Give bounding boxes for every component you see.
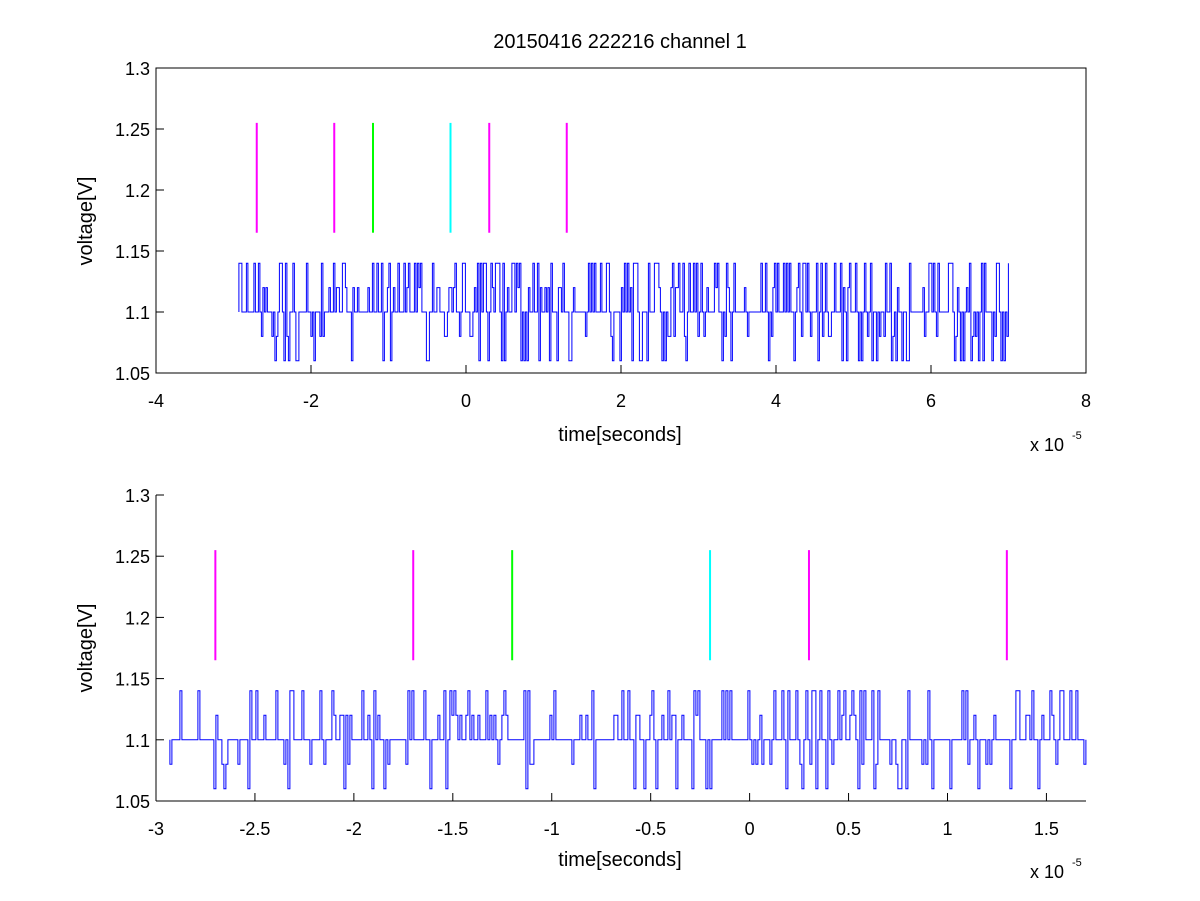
y-tick-label: 1.3 [125,486,150,506]
y-tick-label: 1.05 [115,364,150,384]
bottom-event-markers [214,550,1008,661]
y-tick-label: 1.3 [125,59,150,79]
top-event-markers [255,122,568,233]
top-voltage-trace [238,262,1009,362]
y-tick-label: 1.15 [115,242,150,262]
y-tick-label: 1.1 [125,303,150,323]
x-tick-label: 0 [745,819,755,839]
bottom-ticks: -3 -2.5 -2 -1.5 -1 -0.5 0 0.5 1 1.5 1.05 1.1 1.15 1.2… [115,486,1059,839]
y-tick-label: 1.25 [115,120,150,140]
x-tick-label: -1 [544,819,560,839]
x-tick-label: 2 [616,391,626,411]
x-tick-label: 0 [461,391,471,411]
x-tick-label: -1.5 [437,819,468,839]
bottom-x-multiplier: x 10 [1030,862,1064,882]
x-tick-label: 0.5 [836,819,861,839]
x-tick-label: 6 [926,391,936,411]
top-x-multiplier-exponent: -5 [1072,430,1082,442]
x-tick-label: 1 [942,819,952,839]
y-tick-label: 1.2 [125,181,150,201]
y-tick-label: 1.25 [115,547,150,567]
x-tick-label: 1.5 [1034,819,1059,839]
x-tick-label: 8 [1081,391,1091,411]
bottom-voltage-trace [169,690,1087,790]
top-x-multiplier: x 10 [1030,435,1064,455]
y-tick-label: 1.2 [125,608,150,628]
chart-title: 20150416 222216 channel 1 [493,31,747,53]
bottom-x-label: time[seconds] [558,849,681,871]
top-y-label: voltage[V] [75,177,97,266]
y-tick-label: 1.05 [115,792,150,812]
x-tick-label: -2 [346,819,362,839]
top-ticks: -4 -2 0 2 4 6 8 1.05 1.1 1.15 1.2 1.25 1.3 [115,59,1091,411]
bottom-x-multiplier-exponent: -5 [1072,857,1082,869]
top-x-label: time[seconds] [558,424,681,446]
bottom-y-label: voltage[V] [75,604,97,693]
y-tick-label: 1.15 [115,670,150,690]
x-tick-label: 4 [771,391,781,411]
x-tick-label: -0.5 [635,819,666,839]
y-tick-label: 1.1 [125,731,150,751]
x-tick-label: -4 [148,391,164,411]
top-subplot: -4 -2 0 2 4 6 8 1.05 1.1 1.15 1.2 1.25 1.3 time[seco… [75,59,1091,455]
x-tick-label: -3 [148,819,164,839]
x-tick-label: -2 [303,391,319,411]
x-tick-label: -2.5 [239,819,270,839]
bottom-subplot: -3 -2.5 -2 -1.5 -1 -0.5 0 0.5 1 1.5 1.05 1.1 1.15 1.2… [75,486,1087,882]
